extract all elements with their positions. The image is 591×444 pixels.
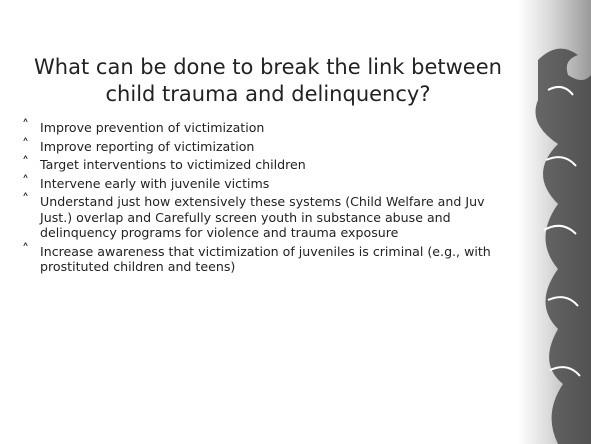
bullet-item: Understand just how extensively these sy… [22, 193, 512, 241]
bullet-item: Improve prevention of victimization [22, 119, 512, 136]
slide-title: What can be done to break the link betwe… [34, 55, 502, 106]
bullet-item: Target interventions to victimized child… [22, 156, 512, 173]
bullet-list: Improve prevention of victimization Impro… [22, 119, 512, 278]
bullet-item: Improve reporting of victimization [22, 138, 512, 155]
wave-decoration [518, 0, 591, 444]
bullet-item: Intervene early with juvenile victims [22, 175, 512, 192]
bullet-item: Increase awareness that victimization of… [22, 243, 512, 275]
